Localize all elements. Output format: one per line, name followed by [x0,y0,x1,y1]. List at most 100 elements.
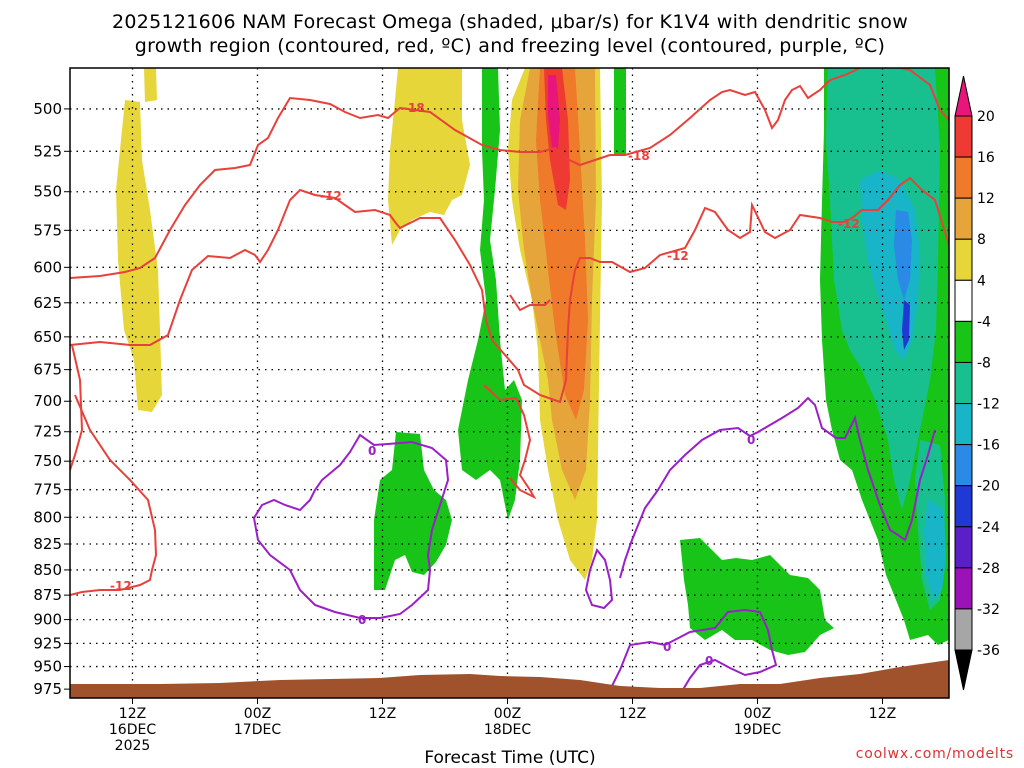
colorbar-label: 20 [977,109,995,125]
y-tick-label: 850 [33,561,62,579]
y-tick-label: 975 [33,680,62,698]
y-tick-label: 575 [33,221,62,239]
y-tick-label: 675 [33,361,62,379]
contour-red-minus12-west [70,344,84,471]
y-tick-label: 750 [33,452,62,470]
contour-purple-small-loop [584,547,614,610]
plot-area: -18 -12 -18 -12 -12 -12 0 0 0 0 0 [70,68,949,698]
x-tick-label: 18DEC [484,722,531,738]
x-tick-label: 12Z [369,706,396,722]
y-tick-label: 825 [33,535,62,553]
colorbar-label: -8 [977,355,991,371]
shade-down-east-max [894,210,912,300]
y-tick-label: 875 [33,586,62,604]
contour-label-red-1: -18 [403,101,425,115]
x-tick-label: 00Z [244,706,271,722]
contour-purple-loop-east [602,608,778,698]
contour-purple-top-east [619,396,936,579]
contour-purple-loop-west [252,433,450,619]
colorbar-swatch [954,197,973,240]
contour-label-red-4: -12 [667,249,689,263]
y-tick-label: 550 [33,183,62,201]
y-tick-label: 775 [33,481,62,499]
colorbar-label: 4 [977,273,986,289]
shade-down-weak-strip-top [614,68,626,155]
colorbar-top-arrow [954,75,973,117]
x-tick-label: 12Z [619,706,646,722]
colorbar-swatch [954,526,973,569]
colorbar-label: -32 [977,602,1000,618]
colorbar-swatch [954,608,973,651]
credit-text: coolwx.com/modelts [856,746,1014,762]
contour-red-minus12 [70,176,949,404]
colorbar-swatch [954,320,973,363]
shade-down-east-max-core [902,300,910,350]
colorbar-swatch [954,444,973,487]
colorbar-swatch [954,156,973,199]
contour-label-purple-2: 0 [358,613,366,627]
y-tick-label: 500 [33,100,62,118]
contour-red-minus18 [70,68,861,279]
shade-up-weak-west-top [144,68,157,102]
colorbar-label: -4 [977,314,991,330]
colorbar-swatch [954,567,973,610]
colorbar-swatch [954,115,973,158]
y-tick-label: 925 [33,634,62,652]
y-tick-label: 625 [33,294,62,312]
terrain-surface [70,660,949,698]
colorbar-label: 12 [977,191,995,207]
chart-title-line-2: growth region (contoured, red, ºC) and f… [135,35,886,57]
x-tick-label: 2025 [115,738,151,754]
colorbar: 20 16 12 8 4 -4 -8 -12 -16 -20 -24 -28 -32 -36 [954,75,1000,691]
colorbar-label: 16 [977,150,995,166]
shade-up-weak-west [116,100,162,412]
shade-down-weak-west-cell [374,432,452,590]
shade-up-moderate-core [536,68,588,420]
colorbar-bottom-arrow [954,649,973,691]
colorbar-label: -12 [977,397,1000,413]
y-tick-label: 900 [33,611,62,629]
contours-dendritic-red [70,68,949,596]
shade-down-weak-strip-center [458,68,522,520]
contour-red-loop-center [483,384,537,500]
y-tick-label: 725 [33,423,62,441]
grid-lines [70,68,949,698]
x-tick-label: 12Z [119,706,146,722]
x-tick-label: 12Z [869,706,896,722]
contour-label-purple-3: 0 [663,640,671,654]
contours-freezing-purple [252,396,936,698]
shade-up-weak-center [388,68,470,245]
colorbar-label: -36 [977,643,1000,659]
contour-label-red-6: -12 [110,579,132,593]
colorbar-swatch [954,361,973,405]
contour-label-purple-4: 0 [705,654,713,668]
x-tick-label: 00Z [744,706,771,722]
colorbar-swatch [954,485,973,528]
x-tick-label: 17DEC [234,722,281,738]
contour-red-minus12-right [509,294,551,312]
colorbar-label: -16 [977,438,1000,454]
y-axis: 500 525 550 575 600 625 650 675 700 725 750 775 800 8… [33,100,70,698]
colorbar-label: -20 [977,479,1000,495]
colorbar-label: 8 [977,232,986,248]
y-tick-label: 800 [33,508,62,526]
contour-label-red-5: -12 [838,217,860,231]
contour-label-red-2: -12 [320,189,342,203]
plot-frame [69,67,950,699]
x-tick-label: 19DEC [734,722,781,738]
y-tick-label: 600 [33,258,62,276]
contour-label-purple-5: 0 [747,433,755,447]
contour-label-purple-1: 0 [368,444,376,458]
contour-label-red-3: -18 [628,149,650,163]
x-tick-label: 16DEC [109,722,156,738]
shade-down-weak-southeast [680,538,834,655]
contour-red-minus12-sw [70,394,158,596]
chart-title-line-1: 2025121606 NAM Forecast Omega (shaded, μ… [112,11,908,33]
colorbar-swatch [954,279,973,322]
shade-up-strong-core [548,75,560,150]
colorbar-swatch [954,403,973,446]
contour-red-minus18-east [899,68,949,121]
contour-labels-purple: 0 0 0 0 0 [358,433,755,668]
